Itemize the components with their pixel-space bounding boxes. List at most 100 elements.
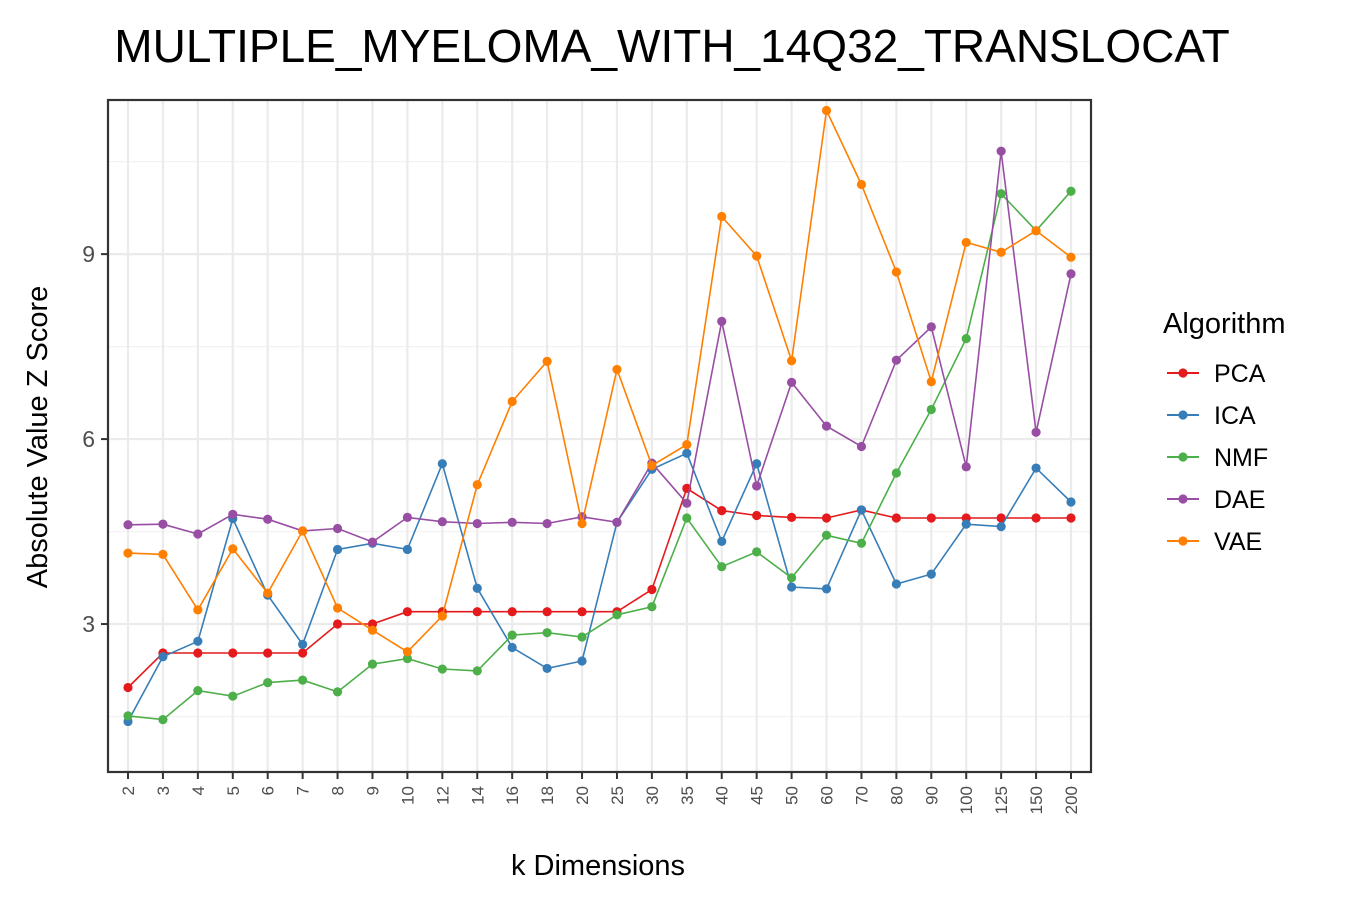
data-point-dae xyxy=(961,462,971,472)
data-point-ica xyxy=(577,656,587,666)
legend-point-swatch xyxy=(1178,494,1188,504)
data-point-nmf xyxy=(717,562,727,572)
x-axis: 2 3 4 5 6 7 8 9 10 12 14 16 18 20 25 30 35 40 45 50 60 70 80 90… xyxy=(119,772,1081,814)
data-point-pca xyxy=(1066,513,1076,523)
legend-point-swatch xyxy=(1178,452,1188,462)
series-line-nmf xyxy=(127,190,1072,721)
legend-item-vae: VAE xyxy=(1167,528,1262,556)
data-point-pca xyxy=(647,584,657,595)
data-point-ica xyxy=(752,459,762,469)
legend-item-dae: DAE xyxy=(1167,486,1265,514)
data-point-ica xyxy=(542,663,552,674)
chart-title: MULTIPLE_MYELOMA_WITH_14Q32_TRANSLOCAT xyxy=(114,20,1229,72)
data-point-ica xyxy=(1066,497,1076,507)
data-point-pca xyxy=(472,607,482,617)
data-point-nmf xyxy=(647,602,657,612)
data-point-ica xyxy=(472,583,482,593)
data-point-dae xyxy=(123,520,133,530)
data-point-ica xyxy=(961,519,971,529)
data-point-vae xyxy=(1031,226,1041,236)
x-tick-label: 70 xyxy=(852,786,871,805)
data-point-nmf xyxy=(332,687,343,697)
data-point-pca xyxy=(298,648,308,658)
data-point-pca xyxy=(402,607,413,617)
data-point-nmf xyxy=(752,547,762,557)
series-ica xyxy=(123,448,1076,727)
data-point-ica xyxy=(891,579,901,589)
data-point-dae xyxy=(228,509,238,519)
data-point-nmf xyxy=(682,513,692,523)
data-point-nmf xyxy=(193,686,203,696)
data-point-vae xyxy=(507,396,517,407)
x-tick-label: 10 xyxy=(398,786,417,805)
x-axis-title: k Dimensions xyxy=(511,850,685,882)
data-point-pca xyxy=(577,607,587,617)
data-point-vae xyxy=(856,179,867,190)
data-point-ica xyxy=(1031,463,1041,473)
data-point-nmf xyxy=(1066,186,1076,196)
data-point-pca xyxy=(193,648,203,658)
x-tick-label: 3 xyxy=(154,786,173,795)
data-point-nmf xyxy=(367,659,378,669)
data-point-nmf xyxy=(228,691,238,701)
data-point-ica xyxy=(682,448,692,458)
data-point-vae xyxy=(752,251,762,261)
data-point-dae xyxy=(437,517,447,527)
data-point-vae xyxy=(542,356,552,367)
data-point-vae xyxy=(472,480,482,490)
data-point-dae xyxy=(263,514,273,524)
data-point-vae xyxy=(647,460,657,471)
data-point-pca xyxy=(332,619,343,629)
data-point-ica xyxy=(402,544,413,555)
data-point-nmf xyxy=(961,333,971,344)
x-tick-label: 40 xyxy=(713,786,732,805)
data-point-vae xyxy=(577,518,587,529)
x-tick-label: 30 xyxy=(643,786,662,805)
data-point-vae xyxy=(682,440,692,450)
data-point-nmf xyxy=(298,675,308,685)
data-point-vae xyxy=(437,611,447,621)
data-point-ica xyxy=(158,652,168,662)
x-tick-label: 90 xyxy=(922,786,941,805)
data-point-nmf xyxy=(891,468,901,478)
data-point-vae xyxy=(786,356,797,366)
data-point-ica xyxy=(298,639,308,649)
x-tick-label: 150 xyxy=(1027,786,1046,814)
data-point-dae xyxy=(996,146,1006,156)
data-point-pca xyxy=(123,682,133,693)
series-layer xyxy=(123,105,1076,727)
data-point-pca xyxy=(752,510,762,521)
data-point-pca xyxy=(263,648,273,658)
data-point-nmf xyxy=(507,630,517,640)
data-point-vae xyxy=(298,526,308,536)
data-point-vae xyxy=(612,364,622,375)
x-tick-label: 20 xyxy=(573,786,592,805)
data-point-dae xyxy=(752,481,762,491)
data-point-vae xyxy=(821,105,832,116)
x-tick-label: 18 xyxy=(538,786,557,805)
y-tick-label: 3 xyxy=(82,611,95,637)
data-point-vae xyxy=(263,588,273,598)
data-point-dae xyxy=(332,523,343,534)
data-point-vae xyxy=(332,603,343,613)
legend-item-nmf: NMF xyxy=(1167,444,1268,472)
data-point-nmf xyxy=(472,666,482,676)
x-tick-label: 2 xyxy=(119,786,138,795)
x-tick-label: 25 xyxy=(608,786,627,805)
data-point-ica xyxy=(786,582,797,592)
data-point-vae xyxy=(1066,252,1076,262)
plot-panel xyxy=(106,98,1093,774)
data-point-vae xyxy=(717,211,727,222)
x-tick-label: 5 xyxy=(224,786,243,795)
series-vae xyxy=(123,105,1076,657)
legend-label: ICA xyxy=(1214,402,1256,430)
data-point-pca xyxy=(717,505,727,516)
series-line-vae xyxy=(127,107,1072,653)
data-point-nmf xyxy=(402,653,413,664)
data-point-dae xyxy=(682,498,692,508)
x-tick-label: 7 xyxy=(294,786,313,795)
x-tick-label: 9 xyxy=(363,786,382,795)
data-point-dae xyxy=(472,518,482,529)
y-tick-label: 9 xyxy=(82,241,95,267)
x-tick-label: 45 xyxy=(748,786,767,805)
